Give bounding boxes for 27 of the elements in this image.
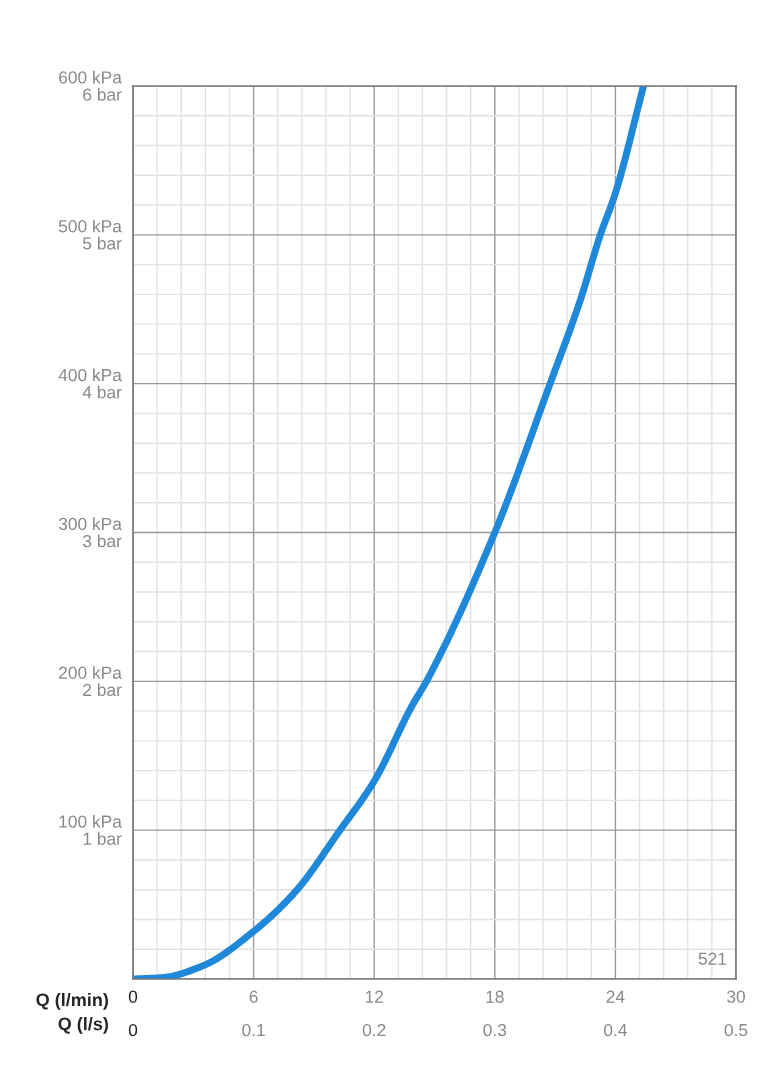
x2-tick-label: 0: [128, 1023, 138, 1037]
y2-tick-label: 5 bar: [83, 236, 122, 250]
x2-tick-label: 0.4: [604, 1023, 627, 1037]
x-tick-label: 24: [606, 990, 625, 1003]
x-axis-title: Q (l/min): [36, 992, 108, 1010]
x2-axis-title: Q (l/s): [58, 1017, 108, 1034]
x2-tick-label: 0.5: [724, 1023, 748, 1037]
x2-tick-label: 0.1: [242, 1023, 265, 1037]
y2-tick-label: 6 bar: [83, 88, 122, 101]
x-tick-label: 0: [128, 990, 138, 1003]
y-tick-label: 100 kPa: [59, 814, 122, 828]
x-tick-label: 30: [727, 990, 745, 1003]
annotation: 521: [698, 952, 727, 965]
y2-tick-label: 2 bar: [83, 683, 122, 697]
y2-tick-label: 1 bar: [83, 832, 122, 845]
x2-tick-label: 0.2: [362, 1023, 386, 1037]
x-tick-label: 6: [249, 990, 258, 1003]
y2-tick-label: 4 bar: [82, 385, 122, 399]
y-tick-label: 200 kPa: [59, 666, 122, 679]
x-tick-label: 18: [486, 990, 504, 1003]
y-tick-label: 300 kPa: [58, 517, 122, 531]
x-tick-label: 12: [365, 990, 383, 1003]
y-tick-label: 600 kPa: [59, 70, 122, 84]
y-tick-label: 400 kPa: [58, 368, 122, 382]
y2-tick-label: 3 bar: [82, 534, 122, 548]
x2-tick-label: 0.3: [483, 1023, 507, 1037]
y-tick-label: 500 kPa: [58, 219, 122, 233]
